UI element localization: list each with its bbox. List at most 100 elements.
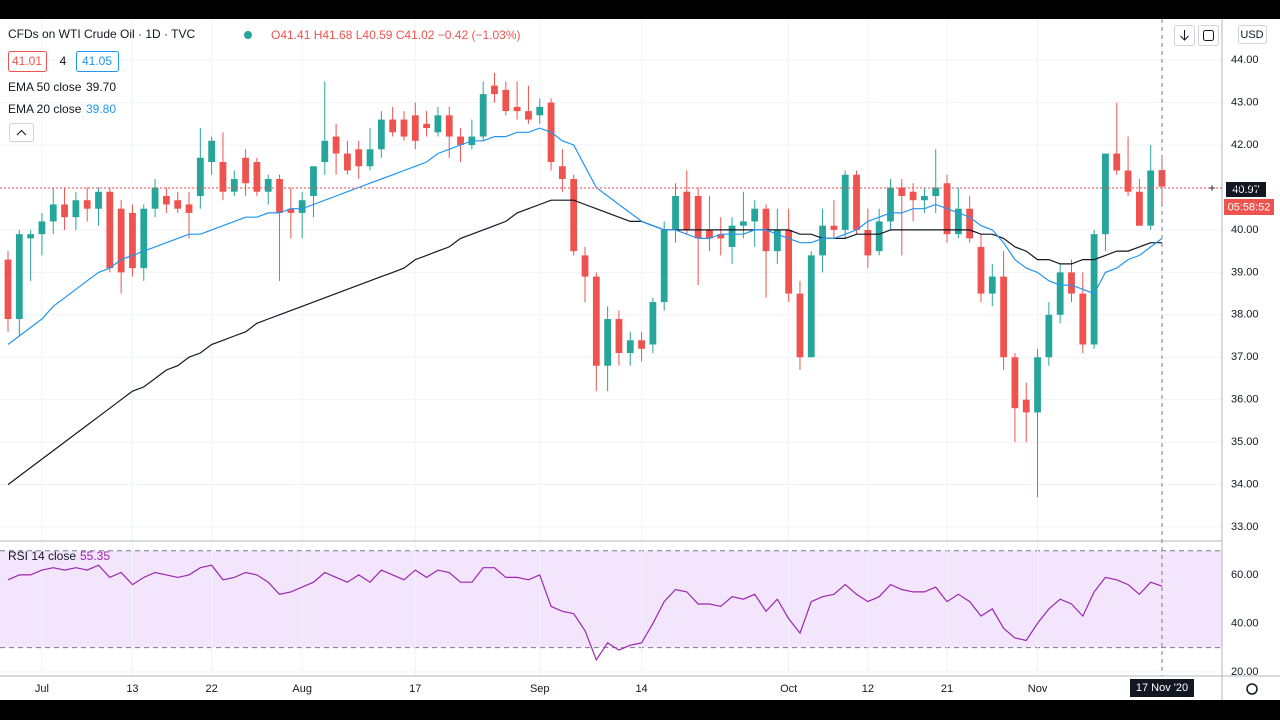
- candle-body: [287, 208, 295, 213]
- y-tick-label: 43.00: [1231, 97, 1259, 109]
- candle-body: [570, 178, 578, 252]
- currency-button[interactable]: [1238, 25, 1267, 44]
- candle-body: [344, 153, 351, 171]
- candle-body: [513, 106, 521, 112]
- candle-body: [321, 140, 329, 163]
- bid: 41.01: [12, 54, 42, 68]
- legend-label: EMA 50 close: [8, 80, 82, 94]
- candle-body: [377, 119, 385, 150]
- candle-body: [479, 94, 487, 137]
- candle-body: [807, 255, 815, 358]
- legend-label: EMA 20 close: [8, 102, 82, 116]
- x-tick-label: 22: [206, 683, 218, 695]
- candle-body: [366, 149, 374, 167]
- y-tick-label: 34.00: [1231, 478, 1259, 490]
- candle-body: [185, 204, 193, 213]
- currency: USD: [1240, 29, 1263, 41]
- candle-body: [1056, 272, 1064, 315]
- countdown-box: [1224, 199, 1274, 215]
- y-tick-label: 33.00: [1231, 521, 1259, 533]
- candle-body: [95, 191, 102, 209]
- ema-line: [7, 199, 1162, 486]
- y-tick-label: 41.00: [1231, 181, 1259, 193]
- ema-line: [7, 127, 1163, 345]
- collapse-button[interactable]: [9, 123, 34, 142]
- candle-body: [536, 106, 544, 116]
- candle-body: [400, 119, 408, 137]
- x-tick-label: Aug: [292, 683, 312, 695]
- x-tick-label: 12: [862, 683, 874, 695]
- candle-body: [1113, 153, 1121, 171]
- reset-button[interactable]: [1198, 25, 1219, 46]
- candle-body: [638, 340, 645, 349]
- legend-value: 39.80: [86, 102, 116, 116]
- y-tick-label: 40.00: [1231, 224, 1259, 236]
- y-tick-label: 39.00: [1231, 266, 1259, 278]
- candle-body: [1045, 314, 1053, 358]
- candle-body: [174, 200, 182, 209]
- crosshair-date: 17 Nov '20: [1136, 682, 1188, 694]
- candle-body: [898, 187, 906, 196]
- candle-body: [751, 208, 759, 222]
- candle-body: [355, 149, 363, 167]
- ask: 41.05: [82, 54, 112, 68]
- candle-body: [457, 136, 464, 146]
- top-bar: [0, 0, 1280, 19]
- candle-body: [4, 259, 12, 320]
- candle-body: [219, 162, 227, 192]
- candle-body: [196, 157, 204, 196]
- candle-body: [672, 195, 679, 230]
- candle-body: [276, 178, 283, 213]
- candle-body: [1068, 272, 1075, 294]
- candle-body: [615, 319, 623, 353]
- candle-body: [558, 166, 566, 179]
- last-price: 40.97: [1232, 184, 1260, 196]
- candle-body: [162, 195, 170, 205]
- candle-body: [445, 115, 453, 137]
- settings-icon[interactable]: [1246, 683, 1258, 695]
- candle-body: [411, 115, 419, 141]
- legend-value: 39.70: [86, 80, 116, 94]
- x-tick-label: 14: [635, 683, 647, 695]
- candle-body: [140, 208, 148, 269]
- y-tick-label: 37.00: [1231, 351, 1259, 363]
- crosshair-plus[interactable]: +: [1208, 181, 1215, 195]
- ask-box[interactable]: [76, 51, 119, 72]
- candle-body: [61, 204, 68, 218]
- candle-body: [1079, 293, 1087, 345]
- candle-body: [649, 302, 657, 345]
- candle-body: [1102, 153, 1109, 235]
- candle-body: [129, 212, 136, 269]
- market-status: [244, 31, 252, 39]
- candle-body: [717, 234, 725, 239]
- candle-body: [694, 195, 702, 239]
- candle-body: [581, 255, 589, 277]
- candle-body: [27, 234, 35, 239]
- candle-body: [332, 136, 340, 154]
- rsi-line: [7, 564, 1163, 662]
- candle-body: [887, 187, 894, 222]
- candle-body: [592, 276, 600, 366]
- x-tick-label: Jul: [35, 683, 49, 695]
- candle-body: [706, 229, 713, 239]
- candle-body: [1135, 191, 1143, 226]
- candle-body: [389, 119, 397, 133]
- x-tick-label: Nov: [1028, 683, 1048, 695]
- scroll-icon: [1180, 30, 1189, 41]
- candle-body: [1147, 170, 1155, 226]
- candle-body: [151, 187, 159, 209]
- candle-body: [491, 85, 498, 95]
- crosshair-date-box: [1130, 679, 1194, 697]
- y-tick-label: 20.00: [1231, 666, 1259, 678]
- candle-body: [49, 204, 57, 222]
- candle-body: [72, 200, 80, 218]
- bid-box[interactable]: [8, 51, 47, 72]
- y-tick-label: 60.00: [1231, 569, 1259, 581]
- rsi-label: RSI 14 close: [8, 549, 76, 563]
- candle-body: [15, 234, 23, 320]
- x-tick-label: 17: [409, 683, 421, 695]
- candle-body: [434, 115, 442, 133]
- candle-body: [773, 229, 781, 252]
